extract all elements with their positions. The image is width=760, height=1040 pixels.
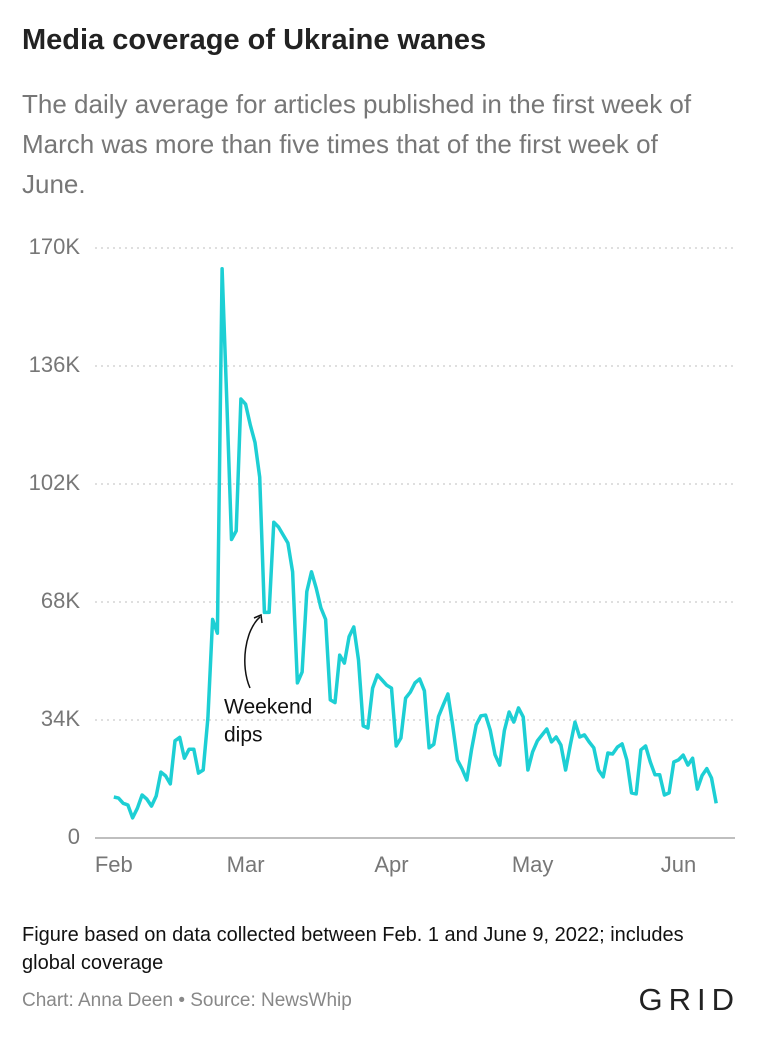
y-tick-label: 68K <box>41 588 80 613</box>
x-tick-label: Apr <box>374 852 408 877</box>
y-tick-label: 0 <box>68 824 80 849</box>
credit: Chart: Anna Deen • Source: NewsWhip <box>22 990 352 1011</box>
footnote: Figure based on data collected between F… <box>22 924 684 974</box>
logo: GRID <box>638 982 740 1017</box>
annotation-arrowhead <box>253 613 263 624</box>
y-tick-label: 34K <box>41 706 80 731</box>
chart-subtitle: The daily average for articles published… <box>22 89 692 199</box>
x-tick-label: Feb <box>95 852 133 877</box>
annotation: dips <box>224 724 263 747</box>
y-tick-label: 170K <box>29 234 81 259</box>
series-line <box>113 267 718 820</box>
y-tick-label: 136K <box>29 352 81 377</box>
x-tick-label: May <box>512 852 554 877</box>
x-tick-label: Mar <box>227 852 265 877</box>
x-tick-label: Jun <box>661 852 696 877</box>
annotation-arrow <box>244 616 261 689</box>
chart-title: Media coverage of Ukraine wanes <box>22 24 487 56</box>
annotation: Weekend <box>224 696 312 719</box>
y-tick-label: 102K <box>29 470 81 495</box>
